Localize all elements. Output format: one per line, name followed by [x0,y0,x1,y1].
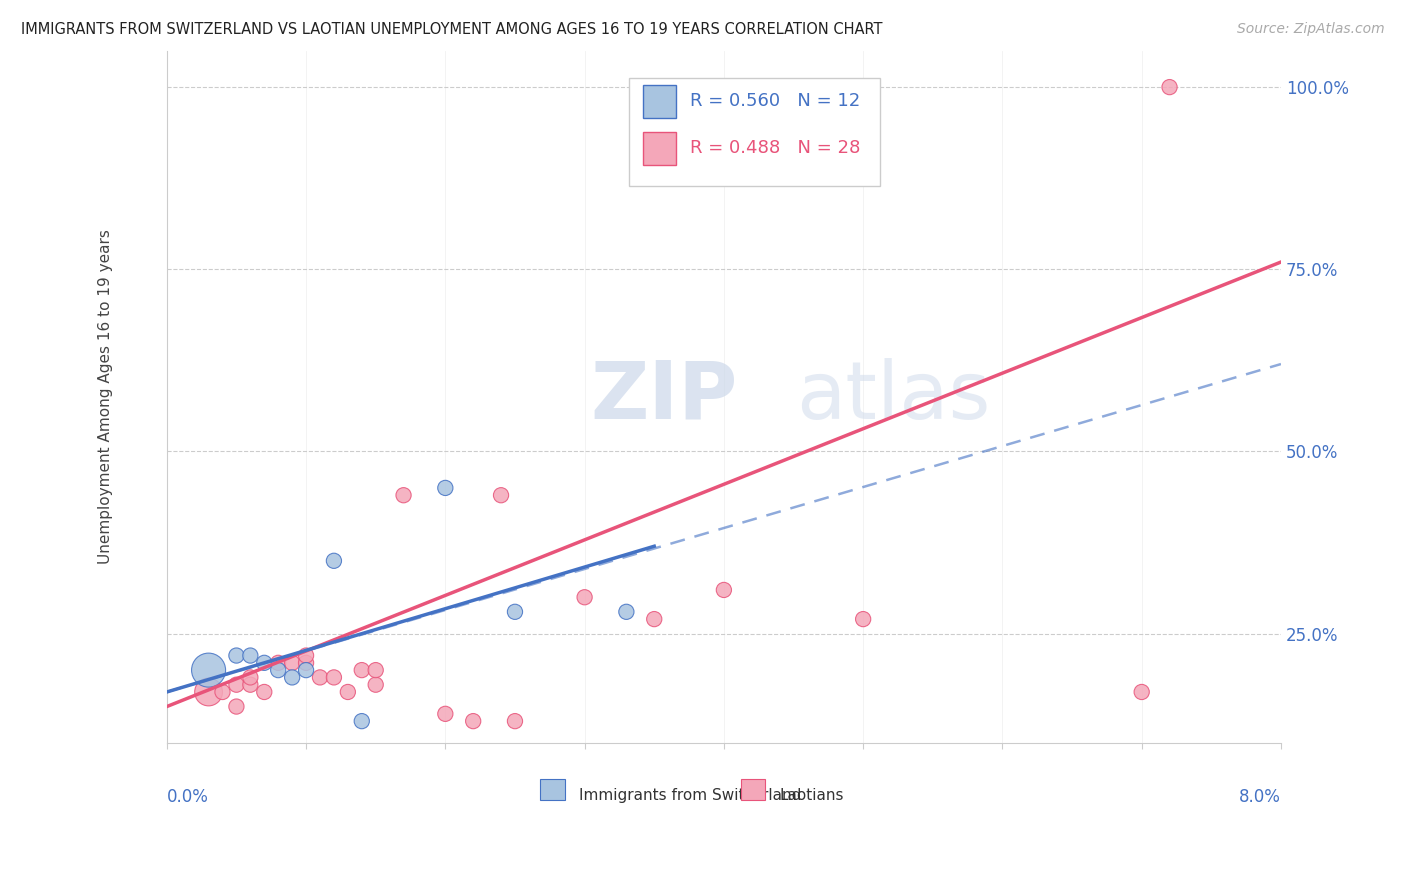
Point [336,685,359,699]
Point [281,670,304,684]
Point [463,714,485,728]
Text: Immigrants from Switzerland: Immigrants from Switzerland [579,788,801,803]
Point [239,670,262,684]
Point [364,678,387,692]
Point [281,656,304,670]
Point [574,591,596,605]
Point [211,685,233,699]
Point [225,678,247,692]
Text: R = 0.560   N = 12: R = 0.560 N = 12 [690,92,860,111]
Point [350,714,373,728]
Point [267,663,290,677]
Point [489,488,512,502]
Text: Source: ZipAtlas.com: Source: ZipAtlas.com [1237,22,1385,37]
Point [267,656,290,670]
Point [503,714,526,728]
Point [1159,80,1181,95]
Point [239,678,262,692]
Point [852,612,875,626]
Point [322,670,344,684]
Point [713,582,735,597]
Text: 8.0%: 8.0% [1239,788,1281,806]
Text: atlas: atlas [796,358,991,436]
Bar [643,132,676,165]
Point [434,706,457,721]
Point [197,663,219,677]
Point [322,554,344,568]
Bar [643,85,676,118]
Point [295,648,318,663]
Point [239,648,262,663]
Point [295,663,318,677]
Point [309,670,332,684]
FancyBboxPatch shape [628,78,880,186]
Point [616,605,638,619]
Text: IMMIGRANTS FROM SWITZERLAND VS LAOTIAN UNEMPLOYMENT AMONG AGES 16 TO 19 YEARS CO: IMMIGRANTS FROM SWITZERLAND VS LAOTIAN U… [21,22,883,37]
Point [225,648,247,663]
Point [197,685,219,699]
Point [503,605,526,619]
Point [392,488,415,502]
Point [643,612,665,626]
Text: R = 0.488   N = 28: R = 0.488 N = 28 [690,138,860,157]
Point [253,656,276,670]
Point [295,656,318,670]
Text: ZIP: ZIP [591,358,737,436]
Text: 0.0%: 0.0% [167,788,208,806]
Point [1130,685,1153,699]
Point [364,663,387,677]
Text: Unemployment Among Ages 16 to 19 years: Unemployment Among Ages 16 to 19 years [98,229,112,565]
Point [225,699,247,714]
Point [434,481,457,495]
Point [253,685,276,699]
Text: Laotians: Laotians [779,788,844,803]
Bar [540,779,565,800]
Bar [741,779,765,800]
Point [350,663,373,677]
